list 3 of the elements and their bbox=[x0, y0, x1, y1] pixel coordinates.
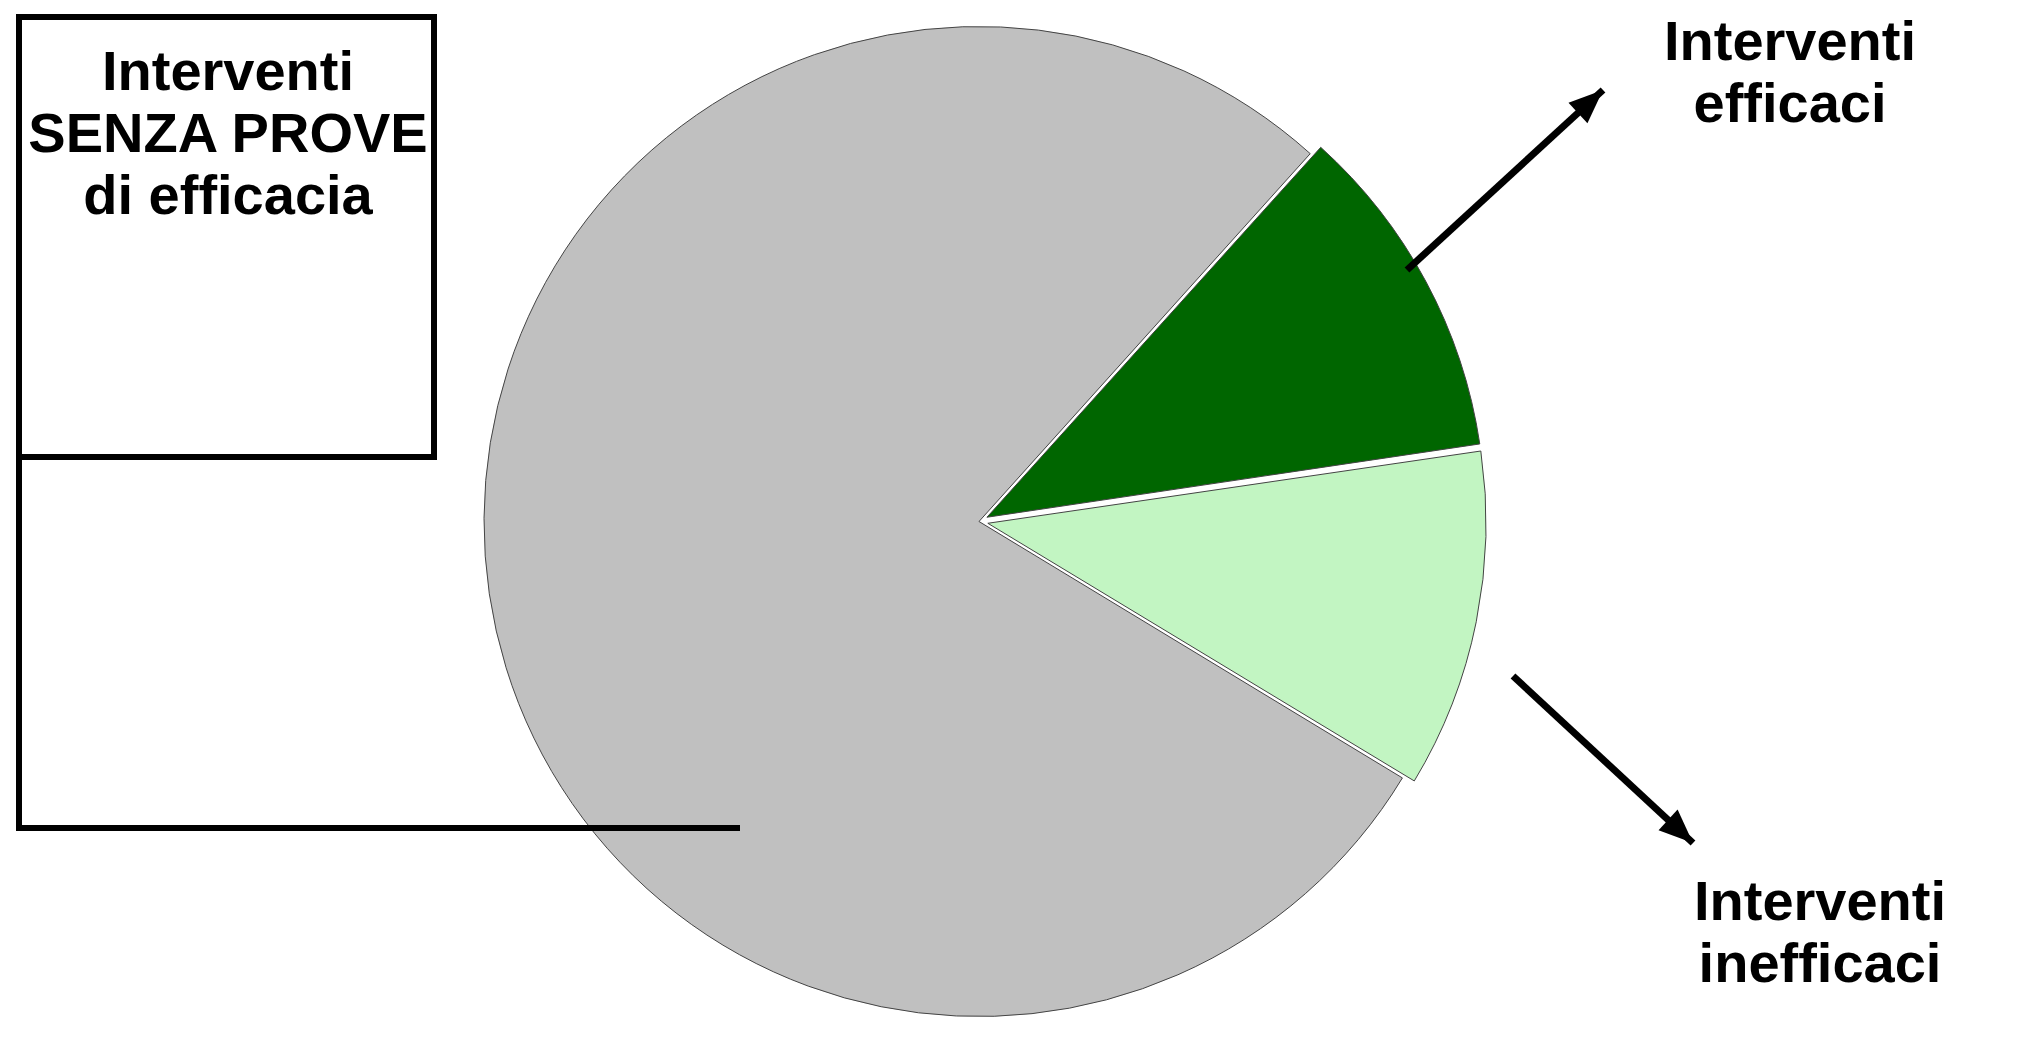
slice-label: Interventi SENZA PROVE di efficacia bbox=[27, 39, 429, 226]
slice-label: Interventi inefficaci bbox=[1692, 869, 1948, 994]
slice-label: Interventi efficaci bbox=[1662, 9, 1918, 134]
